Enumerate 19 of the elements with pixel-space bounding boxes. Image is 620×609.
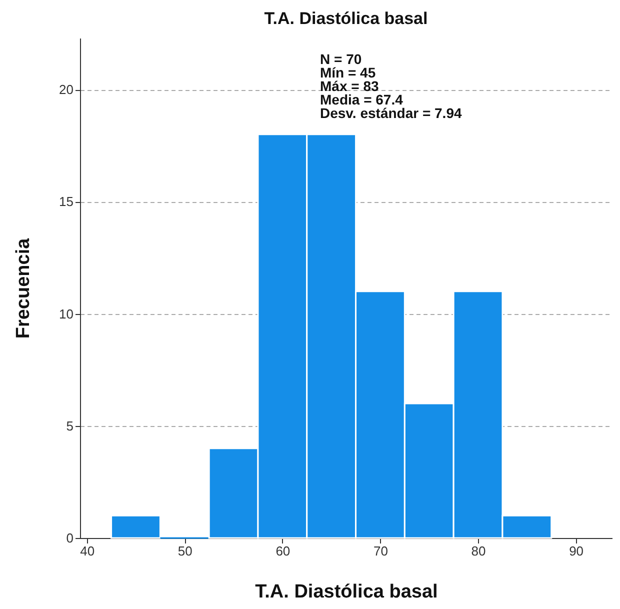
y-tick-label: 10 xyxy=(59,306,74,322)
x-tick-label: 50 xyxy=(178,544,192,558)
annotation: Mín = 45 xyxy=(320,64,376,80)
x-tick-label: 40 xyxy=(80,544,95,558)
y-tick-label: 15 xyxy=(59,194,74,210)
x-tick-label: 70 xyxy=(373,544,388,558)
x-axis-title: T.A. Diastólica basal xyxy=(255,582,438,602)
x-tick-label: 60 xyxy=(276,544,290,558)
y-tick-label: 5 xyxy=(66,418,74,434)
annotation: Media = 67.4 xyxy=(320,92,404,108)
annotation: N = 70 xyxy=(320,51,362,67)
x-tick-label: 80 xyxy=(471,544,486,558)
y-tick-label: 0 xyxy=(66,530,74,546)
y-axis-title: Frecuencia xyxy=(13,238,34,339)
y-tick-label: 20 xyxy=(59,82,74,98)
annotation: Desv. estándar = 7.94 xyxy=(320,105,462,121)
annotation: Máx = 83 xyxy=(320,78,379,94)
x-tick-label: 90 xyxy=(569,544,584,558)
chart-title: T.A. Diastólica basal xyxy=(264,9,428,28)
